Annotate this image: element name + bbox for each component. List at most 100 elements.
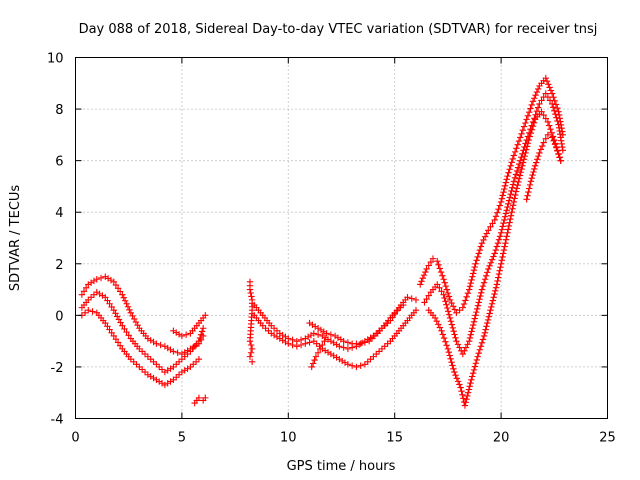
grid-layer [75, 57, 608, 419]
data-point [247, 289, 254, 297]
data-point [509, 184, 516, 191]
data-point [557, 157, 564, 164]
data-point [512, 191, 519, 199]
data-point [246, 353, 254, 360]
data-point [492, 287, 499, 295]
data-point [435, 261, 442, 269]
data-point [548, 134, 556, 141]
data-point [463, 293, 470, 300]
data-point [497, 229, 505, 237]
data-point [446, 352, 453, 359]
y-tick-label: 4 [55, 206, 63, 221]
data-point [504, 203, 511, 211]
data-point [308, 363, 315, 371]
data-point [477, 243, 485, 250]
data-point [519, 127, 527, 134]
data-point [545, 122, 553, 129]
data-point [527, 178, 535, 185]
data-point [484, 269, 491, 276]
data-point [493, 243, 501, 250]
data-point [546, 84, 553, 91]
data-point [247, 341, 255, 349]
data-point [514, 164, 522, 171]
data-point [501, 213, 509, 220]
data-point [502, 239, 509, 247]
x-axis-label: GPS time / hours [287, 459, 396, 474]
data-point [348, 362, 356, 369]
data-point [112, 281, 120, 289]
data-point [425, 292, 432, 299]
data-point [500, 189, 507, 196]
data-point [482, 326, 489, 333]
data-point [504, 229, 511, 237]
data-point [449, 362, 456, 369]
chart-title: Day 088 of 2018, Sidereal Day-to-day VTE… [79, 22, 598, 37]
data-point [412, 307, 420, 314]
data-point [476, 296, 483, 303]
data-point [554, 147, 561, 155]
data-point [529, 123, 537, 130]
data-point [465, 286, 473, 293]
data-point [196, 334, 204, 342]
data-point [491, 216, 498, 224]
data-point [434, 258, 441, 265]
data-point [502, 179, 510, 186]
data-point [500, 250, 507, 257]
series-arc-10 [308, 337, 328, 371]
data-point [153, 340, 160, 347]
data-point [469, 321, 477, 329]
data-point [197, 331, 205, 338]
data-point [119, 322, 126, 329]
data-point [488, 300, 496, 307]
data-point [436, 265, 444, 272]
data-point [509, 181, 517, 188]
data-point [497, 198, 505, 206]
data-point [459, 304, 466, 311]
data-point [462, 399, 469, 406]
data-point [199, 325, 207, 332]
data-point [464, 289, 472, 297]
data-point [508, 187, 515, 195]
series-arc-11 [417, 74, 567, 316]
data-point [123, 328, 130, 336]
data-point [429, 255, 437, 262]
data-point [519, 162, 526, 169]
data-point [495, 236, 503, 243]
data-point [471, 363, 479, 370]
data-point [461, 347, 468, 355]
data-point [542, 135, 549, 142]
data-point [534, 104, 542, 111]
data-point [459, 350, 466, 358]
data-point [525, 108, 533, 116]
data-point [454, 341, 462, 348]
data-point [493, 281, 501, 288]
data-point [500, 246, 508, 254]
data-point [465, 386, 473, 393]
data-point [451, 368, 458, 376]
data-point [518, 165, 525, 173]
data-point [419, 275, 426, 282]
data-point [327, 331, 335, 338]
data-point [460, 300, 468, 308]
data-point [314, 349, 322, 356]
data-point [509, 205, 516, 212]
data-point [544, 93, 552, 101]
data-point [538, 97, 545, 104]
data-point [495, 270, 503, 278]
data-point [510, 198, 518, 206]
series-arc-14 [523, 131, 564, 203]
data-point [527, 105, 534, 112]
data-point [110, 278, 118, 286]
data-point [499, 192, 506, 199]
data-point [501, 243, 508, 250]
data-point [462, 344, 470, 351]
data-point [467, 279, 474, 287]
data-point [466, 334, 474, 342]
data-point [112, 336, 120, 343]
ticks-layer: 0 5 10 15 20 25 -4 -2 0 2 4 6 8 10 [47, 52, 616, 446]
data-point [477, 343, 485, 350]
data-point [523, 143, 531, 150]
data-point [492, 284, 500, 291]
data-point [525, 188, 532, 196]
